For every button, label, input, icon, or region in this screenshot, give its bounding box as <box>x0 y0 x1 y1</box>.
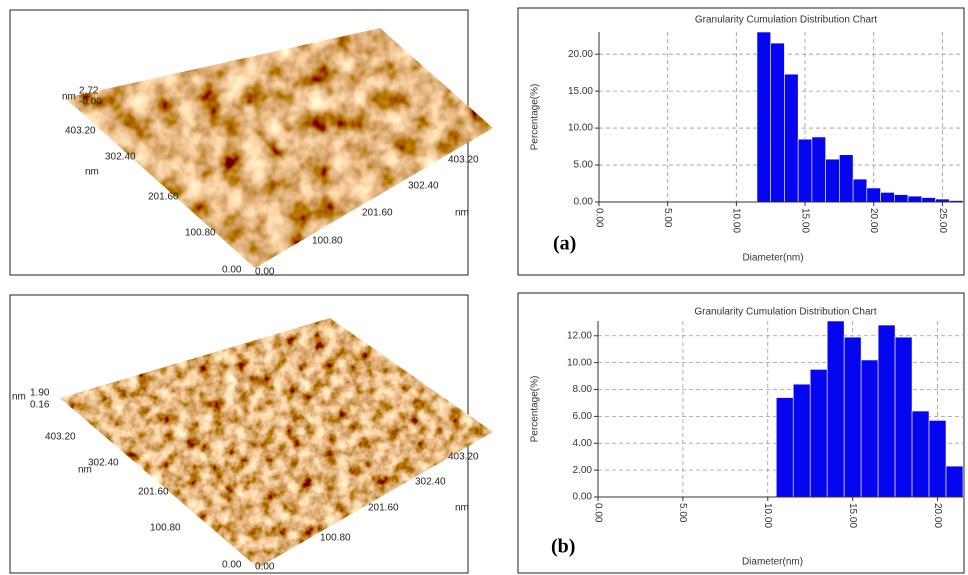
right-axis-label: 201.60 <box>368 503 399 514</box>
histogram: 0.00 5.00 10.00 15.00 20.00 0.00 5.00 10.00 15.0… <box>530 15 964 264</box>
z-unit: nm <box>62 92 76 103</box>
x-tick-label: 0.00 <box>592 503 603 523</box>
z-min: -0.00 <box>79 97 102 108</box>
bar <box>877 324 896 498</box>
x-tick-label: 0.00 <box>593 208 604 228</box>
left-axis-label: 403.20 <box>65 126 96 137</box>
bar <box>911 410 930 498</box>
y-tick-label: 10.00 <box>568 123 593 134</box>
left-axis-label: 100.80 <box>150 523 181 534</box>
y-tick-label: 12.00 <box>567 330 592 341</box>
y-axis-label: Percentage(%) <box>530 84 541 151</box>
bar <box>825 158 840 203</box>
bar <box>826 320 845 498</box>
right-axis-label: 302.40 <box>415 477 446 488</box>
left-axis-label: 403.20 <box>45 432 76 443</box>
bar <box>811 136 826 203</box>
bar <box>784 73 799 203</box>
x-tick-label: 15.00 <box>799 208 810 233</box>
left-axis-label: 302.40 <box>105 152 136 163</box>
y-tick-label: 15.00 <box>568 86 593 97</box>
right-axis-label: 0.00 <box>255 562 275 573</box>
bar <box>928 420 947 498</box>
bar <box>860 359 879 498</box>
y-tick-label: 0.00 <box>573 492 593 503</box>
z-unit: nm <box>12 392 26 403</box>
y-tick-label: 10.00 <box>567 357 592 368</box>
right-axis-label: 100.80 <box>312 236 343 247</box>
chart-title: Granularity Cumulation Distribution Char… <box>695 15 878 26</box>
right-axis-unit: nm <box>455 208 469 219</box>
y-tick-label: 2.00 <box>573 465 593 476</box>
bar <box>894 194 909 203</box>
charts: 0.00 5.00 10.00 15.00 20.00 0.00 5.00 10.00 15.0… <box>530 15 964 568</box>
x-tick-label: 10.00 <box>731 208 742 233</box>
afm-surface <box>60 318 493 568</box>
panel-frame <box>517 292 965 574</box>
right-axis-label: 403.20 <box>448 155 479 166</box>
left-axis-label: 0.00 <box>222 560 242 571</box>
bar <box>809 369 828 498</box>
x-tick-label: 5.00 <box>677 503 688 523</box>
y-axis-label: Percentage(%) <box>530 376 541 443</box>
panel-frame <box>517 7 965 276</box>
right-axis-label: 201.60 <box>362 208 393 219</box>
x-tick-label: 20.00 <box>932 503 943 528</box>
right-axis-label: 0.00 <box>255 267 275 278</box>
bar <box>852 178 868 203</box>
x-tick-label: 5.00 <box>662 208 673 228</box>
panel-label: (b) <box>551 536 575 558</box>
z-min: 0.16 <box>30 400 50 411</box>
x-tick-label: 25.00 <box>937 208 948 233</box>
y-tick-label: 4.00 <box>573 438 593 449</box>
left-axis-label: 201.60 <box>138 487 169 498</box>
left-axis-label: 100.80 <box>185 228 216 239</box>
bar <box>894 336 913 498</box>
bar <box>756 31 771 203</box>
x-tick-label: 20.00 <box>868 208 879 233</box>
afm-labels: nm2.72-0.00403.20302.40201.60100.800.00n… <box>12 86 479 573</box>
y-tick-label: 6.00 <box>573 411 593 422</box>
bar <box>866 187 881 203</box>
panel-label: (a) <box>553 233 576 255</box>
right-axis-label: 302.40 <box>408 181 439 192</box>
right-axis-unit: nm <box>455 503 469 514</box>
left-axis-unit: nm <box>85 167 99 178</box>
bar <box>792 383 811 498</box>
histogram: 0.00 2.00 4.00 6.00 8.00 10.00 12.00 0.00 5.00 10… <box>530 307 964 568</box>
x-tick-label: 10.00 <box>762 503 773 528</box>
left-axis-label: 302.40 <box>88 458 119 469</box>
y-tick-label: 5.00 <box>574 160 594 171</box>
bar <box>797 138 813 203</box>
x-tick-label: 15.00 <box>847 503 858 528</box>
right-axis-label: 403.20 <box>448 452 479 463</box>
z-max: 2.72 <box>79 86 99 97</box>
y-tick-label: 8.00 <box>573 384 593 395</box>
z-max: 1.90 <box>30 388 50 399</box>
bar <box>945 465 964 498</box>
y-tick-label: 0.00 <box>574 197 594 208</box>
bar <box>843 336 862 498</box>
chart-title: Granularity Cumulation Distribution Char… <box>694 307 877 318</box>
left-axis-unit: nm <box>78 465 92 476</box>
left-axis-label: 201.60 <box>148 192 179 203</box>
x-axis-label: Diameter(nm) <box>742 253 803 264</box>
bar <box>839 154 854 203</box>
afm-surface <box>65 28 493 268</box>
bar <box>775 397 794 498</box>
right-axis-label: 100.80 <box>320 533 351 544</box>
bar <box>907 195 923 203</box>
left-axis-label: 0.00 <box>222 265 242 276</box>
y-tick-label: 20.00 <box>568 49 593 60</box>
bar <box>770 42 785 203</box>
bar <box>921 197 936 203</box>
x-axis-label: Diameter(nm) <box>742 557 803 568</box>
bar <box>880 192 895 203</box>
